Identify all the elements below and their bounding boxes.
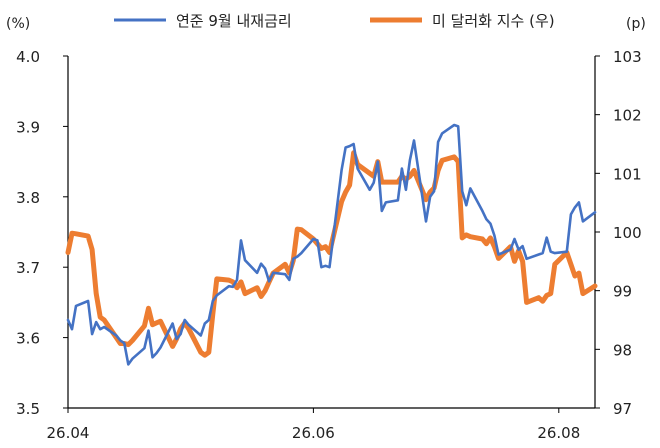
right-tick-label: 97 (613, 400, 632, 418)
left-tick-label: 3.5 (16, 400, 40, 418)
left-axis-unit: (%) (6, 16, 30, 32)
x-tick-label: 26.06 (292, 424, 335, 442)
right-axis-ticks: 103 102 101 100 99 98 97 (595, 48, 642, 418)
series-layer (65, 123, 598, 366)
right-axis-unit: (p) (626, 16, 646, 32)
left-tick-label: 3.7 (16, 259, 40, 277)
legend-label-rate: 연준 9월 내재금리 (176, 12, 292, 30)
x-tick-label: 26.04 (47, 424, 90, 442)
left-tick-label: 3.8 (16, 189, 40, 207)
x-axis-ticks: 26.04 26.06 26.08 (47, 408, 580, 442)
x-tick-label: 26.08 (537, 424, 580, 442)
right-tick-label: 100 (613, 224, 642, 242)
left-tick-label: 3.9 (16, 118, 40, 136)
legend-label-dxy: 미 달러화 지수 (우) (432, 12, 555, 30)
right-tick-label: 103 (613, 48, 642, 66)
left-axis-ticks: 4.0 3.9 3.8 3.7 3.6 3.5 (16, 48, 68, 418)
right-tick-label: 98 (613, 341, 632, 359)
legend: 연준 9월 내재금리 미 달러화 지수 (우) (114, 12, 555, 30)
right-tick-label: 102 (613, 107, 642, 125)
right-tick-label: 99 (613, 283, 632, 301)
left-tick-label: 3.6 (16, 330, 40, 348)
right-tick-label: 101 (613, 165, 642, 183)
left-tick-label: 4.0 (16, 48, 40, 66)
series-line-fed-rate (66, 123, 597, 366)
